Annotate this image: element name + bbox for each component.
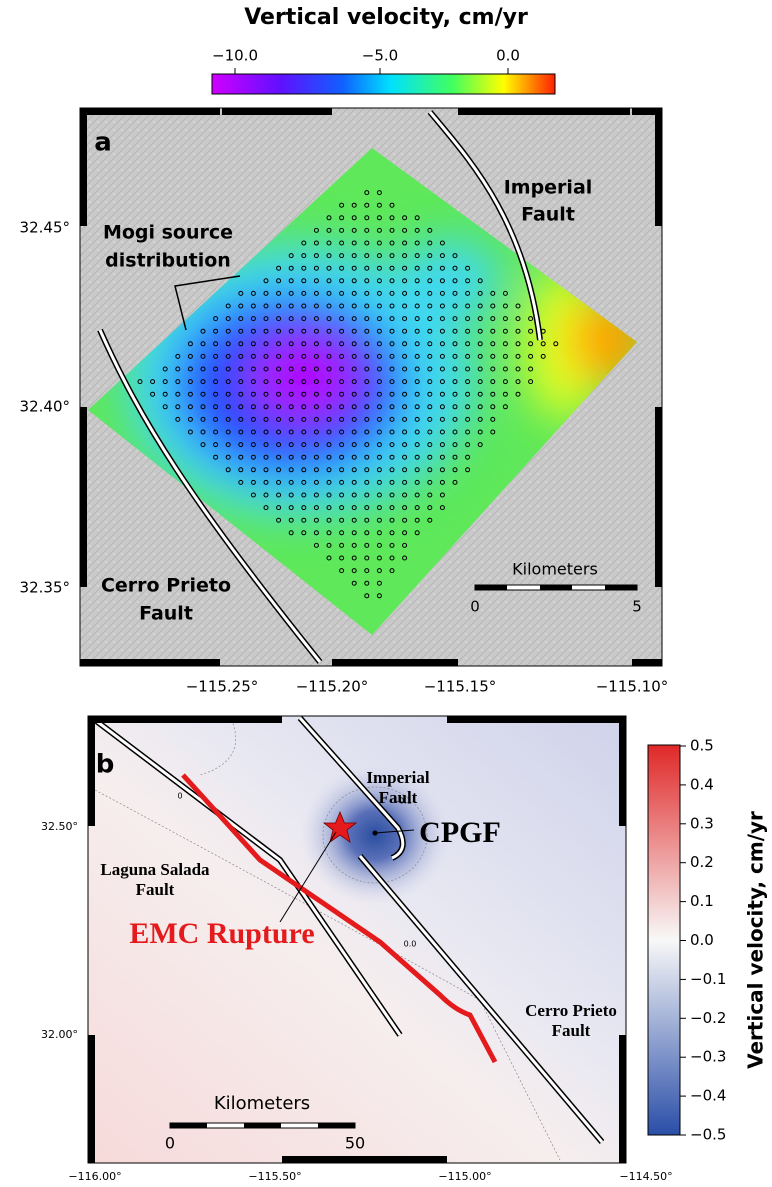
- colorbar-tick-label: −5.0: [362, 47, 398, 65]
- lon-tick-label: −115.20°: [296, 678, 369, 696]
- annotation: Cerro Prieto: [525, 1001, 617, 1020]
- scale-bar-title: Kilometers: [214, 1093, 310, 1114]
- frame-segment: [80, 108, 220, 115]
- scale-bar: [475, 585, 637, 590]
- page: Vertical velocity maps body { margin: 0;…: [0, 0, 772, 1187]
- frame-segment: [88, 716, 95, 826]
- lon-tick-label: −115.15°: [424, 678, 497, 696]
- colorbar-tick-label: 0.3: [690, 814, 714, 832]
- frame-segment: [95, 716, 282, 723]
- colorbar: [212, 74, 555, 94]
- colorbar-tick-label: 0.5: [690, 737, 714, 755]
- colorbar-tick-label: −0.2: [690, 1009, 726, 1027]
- frame-segment: [655, 108, 662, 226]
- annotation: Fault: [136, 880, 175, 899]
- lon-tick-label: −114.50°: [619, 1170, 672, 1183]
- figure: Vertical velocity, cm/yr: [0, 0, 772, 1187]
- frame-segment: [447, 716, 623, 723]
- frame-segment: [655, 407, 662, 587]
- panel-label: b: [96, 750, 115, 780]
- lon-tick-label: −115.25°: [186, 678, 259, 696]
- scale-bar-segment: [318, 1123, 355, 1128]
- lat-tick-label: 32.40°: [20, 398, 70, 416]
- colorbar-tick-label: −0.1: [690, 970, 726, 988]
- frame-segment: [332, 659, 458, 666]
- annotation: Laguna Salada: [100, 860, 210, 879]
- scale-bar-segment: [244, 1123, 281, 1128]
- annotation: Cerro Prieto: [101, 575, 231, 597]
- frame-segment: [458, 108, 630, 115]
- annotation: Imperial: [504, 177, 593, 199]
- colorbar-ticks: [235, 68, 508, 74]
- contour-label: -0.1: [396, 797, 412, 806]
- lat-tick-label: 32.45°: [20, 219, 70, 237]
- colorbar-tick-label: 0.0: [496, 47, 520, 65]
- colorbar-tick-label: 0.0: [690, 931, 714, 949]
- scale-bar-label: 0: [165, 1134, 175, 1153]
- contour-label: 0: [177, 792, 182, 801]
- scale-bar-title: Kilometers: [512, 560, 598, 579]
- annotation: Imperial: [366, 768, 430, 787]
- frame-segment: [222, 108, 332, 115]
- colorbar-tick-label: 0.1: [690, 892, 714, 910]
- colorbar-title: Vertical velocity, cm/yr: [744, 811, 768, 1069]
- frame-segment: [88, 1035, 95, 1163]
- colorbar-tick-label: −0.5: [690, 1126, 726, 1144]
- colorbar-tick-label: 0.2: [690, 853, 714, 871]
- annotation: Fault: [552, 1021, 591, 1040]
- lon-tick-label: −116.00°: [68, 1170, 121, 1183]
- body: { "panel_a": { "label": "a", "colorbar":…: [0, 0, 772, 1187]
- lat-tick-label: 32.35°: [20, 579, 70, 597]
- scale-bar-segment: [170, 1123, 207, 1128]
- lon-tick-label: −115.50°: [248, 1170, 301, 1183]
- annotation: distribution: [105, 250, 231, 272]
- contour-label: 0.0: [404, 940, 417, 949]
- annotation: Fault: [521, 204, 575, 226]
- colorbar-title: Vertical velocity, cm/yr: [244, 5, 528, 30]
- scale-bar-label: 50: [345, 1134, 365, 1153]
- scale-bar-segment: [605, 585, 637, 590]
- frame-segment: [632, 659, 662, 666]
- colorbar-tick-label: −0.3: [690, 1048, 726, 1066]
- colorbar-tick-label: 0.4: [690, 775, 714, 793]
- annotation: EMC Rupture: [129, 917, 314, 950]
- colorbar: [648, 745, 680, 1135]
- scale-bar: [170, 1123, 355, 1128]
- panel-label: a: [94, 128, 112, 158]
- frame-segment: [80, 407, 87, 587]
- annotation: Fault: [139, 603, 193, 625]
- lon-tick-label: −115.10°: [596, 678, 669, 696]
- scale-bar-segment: [540, 585, 572, 590]
- scale-bar-label: 5: [632, 598, 642, 616]
- lat-tick-label: 32.50°: [41, 820, 78, 833]
- scale-bar-segment: [475, 585, 507, 590]
- frame-segment: [282, 1156, 447, 1163]
- colorbar-tick-label: −10.0: [212, 47, 258, 65]
- colorbar-tick-label: −0.4: [690, 1087, 726, 1105]
- frame-segment: [80, 108, 87, 226]
- annotation: Mogi source: [103, 222, 233, 244]
- frame-segment: [619, 716, 626, 826]
- annotation: CPGF: [419, 816, 501, 849]
- frame-segment: [80, 659, 220, 666]
- scale-bar-label: 0: [470, 598, 480, 616]
- lat-tick-label: 32.00°: [41, 1028, 78, 1041]
- lon-tick-label: −115.00°: [438, 1170, 491, 1183]
- frame-segment: [619, 1035, 626, 1163]
